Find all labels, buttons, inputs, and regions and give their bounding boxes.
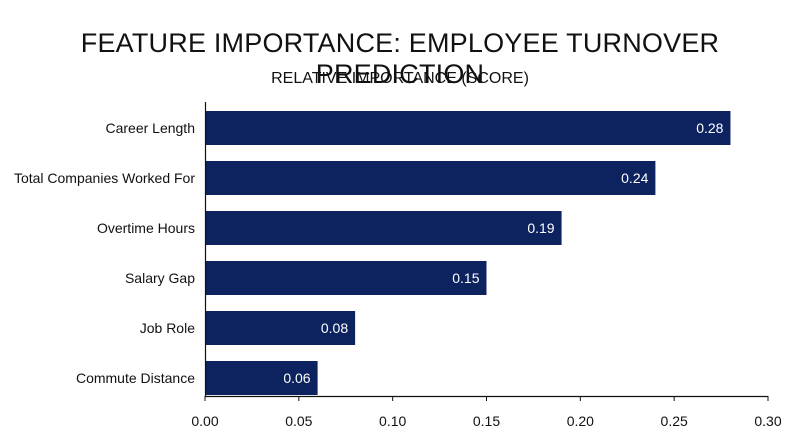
category-label: Overtime Hours xyxy=(97,220,195,236)
bar-value-label: 0.28 xyxy=(696,120,723,136)
bar xyxy=(205,111,731,145)
x-tick-label: 0.10 xyxy=(379,413,406,429)
bar-value-label: 0.08 xyxy=(321,320,348,336)
bars-group xyxy=(205,111,731,395)
category-label: Total Companies Worked For xyxy=(14,170,195,186)
chart-subtitle: RELATIVE IMPORTANCE (SCORE) xyxy=(271,70,529,87)
x-tick-labels-group: 0.00 0.05 0.10 0.15 0.20 0.25 0.30 xyxy=(191,413,781,429)
bar xyxy=(205,161,656,195)
x-tick-label: 0.15 xyxy=(473,413,500,429)
value-labels-group: 0.28 0.24 0.19 0.15 0.08 0.06 xyxy=(283,120,723,386)
category-label: Commute Distance xyxy=(76,370,195,386)
category-label: Career Length xyxy=(105,120,195,136)
category-label: Salary Gap xyxy=(125,270,195,286)
x-tick-label: 0.00 xyxy=(191,413,218,429)
bar-value-label: 0.24 xyxy=(621,170,648,186)
x-tick-label: 0.20 xyxy=(567,413,594,429)
category-labels-group: Career Length Total Companies Worked For O… xyxy=(14,120,195,386)
x-tick-label: 0.25 xyxy=(661,413,688,429)
bar-value-label: 0.19 xyxy=(527,220,554,236)
bar xyxy=(205,261,487,295)
x-tick-label: 0.30 xyxy=(754,413,781,429)
bar-value-label: 0.15 xyxy=(452,270,479,286)
bar-value-label: 0.06 xyxy=(283,370,310,386)
x-tick-label: 0.05 xyxy=(285,413,312,429)
bar xyxy=(205,311,356,345)
category-label: Job Role xyxy=(140,320,195,336)
bar xyxy=(205,361,318,395)
chart-title: FEATURE IMPORTANCE: EMPLOYEE TURNOVER PR… xyxy=(80,28,720,89)
bar xyxy=(205,211,562,245)
axes-group xyxy=(204,102,769,401)
